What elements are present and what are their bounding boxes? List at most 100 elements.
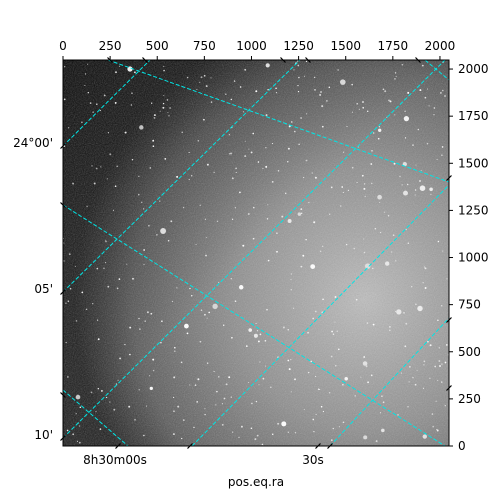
- star: [197, 378, 200, 381]
- star: [193, 426, 195, 429]
- star: [313, 430, 315, 433]
- star: [407, 242, 410, 244]
- world-tick: [446, 317, 452, 323]
- star: [168, 115, 170, 117]
- star: [103, 94, 106, 97]
- right-tick-label: 750: [458, 298, 481, 312]
- star: [340, 205, 342, 207]
- star: [99, 428, 102, 430]
- star: [81, 121, 83, 124]
- star: [205, 85, 208, 88]
- star: [79, 406, 82, 409]
- star: [407, 406, 409, 408]
- star: [213, 171, 215, 173]
- star: [231, 336, 233, 339]
- star: [63, 98, 66, 101]
- star: [180, 361, 183, 364]
- star: [208, 311, 211, 314]
- star: [361, 174, 364, 177]
- star: [332, 333, 335, 335]
- star: [414, 189, 417, 191]
- star: [235, 167, 237, 170]
- star: [326, 100, 328, 102]
- star: [90, 391, 93, 394]
- star: [265, 165, 268, 168]
- star: [298, 143, 300, 145]
- star: [382, 88, 385, 91]
- star: [407, 91, 410, 94]
- star: [100, 389, 103, 392]
- star: [159, 341, 162, 344]
- image-layer: [63, 60, 449, 446]
- star: [145, 405, 147, 407]
- grid-line: [424, 60, 449, 81]
- star: [422, 282, 424, 284]
- star: [253, 333, 258, 338]
- star: [148, 225, 150, 227]
- star: [72, 433, 75, 436]
- star: [84, 84, 86, 87]
- star: [152, 358, 155, 361]
- star: [130, 104, 133, 106]
- star: [312, 418, 315, 421]
- star: [204, 218, 207, 220]
- star: [216, 220, 219, 223]
- star: [416, 370, 418, 372]
- star: [151, 102, 153, 104]
- star: [63, 260, 65, 262]
- star: [300, 265, 303, 268]
- star: [282, 326, 285, 329]
- star: [306, 113, 308, 115]
- star: [199, 204, 201, 206]
- star: [257, 340, 260, 343]
- star: [305, 159, 308, 162]
- star: [72, 182, 75, 185]
- star: [397, 414, 399, 416]
- star: [163, 69, 165, 72]
- star: [363, 238, 365, 240]
- star: [435, 400, 437, 402]
- star: [166, 99, 169, 101]
- star: [112, 209, 115, 211]
- top-tick-label: 1000: [236, 39, 267, 53]
- star: [251, 402, 253, 405]
- star: [117, 379, 119, 381]
- star: [399, 175, 401, 178]
- star: [167, 112, 169, 114]
- star: [232, 431, 234, 433]
- star: [371, 149, 373, 152]
- star: [303, 75, 305, 77]
- star: [330, 355, 333, 358]
- star: [127, 66, 133, 72]
- star: [400, 372, 402, 374]
- star: [230, 396, 232, 398]
- star: [394, 310, 397, 313]
- star: [265, 147, 267, 149]
- world-tick: [187, 443, 193, 449]
- star: [404, 345, 407, 348]
- star: [228, 153, 231, 155]
- star: [439, 365, 441, 367]
- star: [81, 291, 84, 294]
- top-tick-label: 250: [99, 39, 122, 53]
- star: [124, 343, 126, 346]
- star: [252, 237, 255, 240]
- star: [287, 161, 289, 163]
- star: [300, 208, 303, 211]
- star: [256, 434, 259, 437]
- star: [64, 66, 66, 68]
- star: [167, 239, 170, 242]
- star: [244, 140, 246, 142]
- star: [248, 148, 250, 150]
- star: [293, 69, 295, 71]
- star: [92, 302, 94, 305]
- star: [441, 381, 443, 383]
- star: [379, 231, 382, 234]
- star: [153, 114, 156, 117]
- star: [296, 60, 299, 62]
- star: [335, 365, 337, 367]
- right-tick-label: 1250: [458, 203, 489, 217]
- star: [182, 206, 185, 209]
- star: [437, 379, 439, 381]
- top-tick-label: 0: [59, 39, 67, 53]
